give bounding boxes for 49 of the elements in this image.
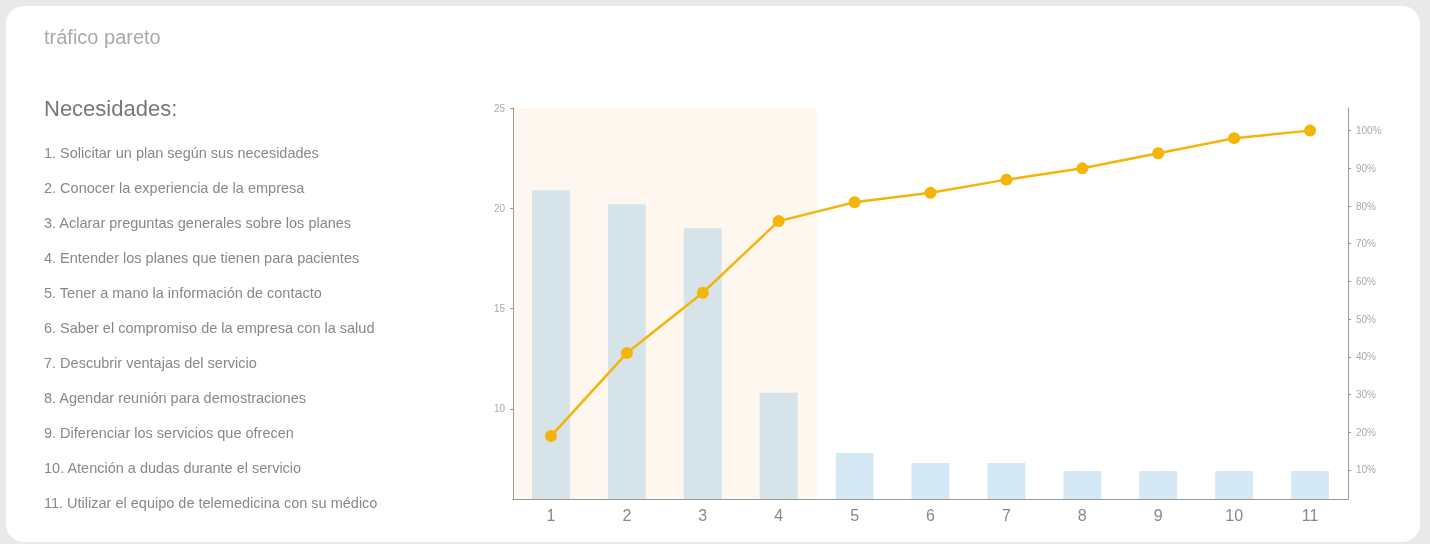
- y-tick-label: 10: [493, 403, 506, 415]
- text: 1. Solicitar un plan según sus necesidades: [44, 144, 320, 163]
- x-tick-label: 1: [546, 506, 556, 524]
- text: 3. Aclarar preguntas generales sobre los planes: [44, 214, 353, 233]
- y-tick-label: 15: [493, 303, 506, 315]
- y2-tick-label: 10%: [1356, 464, 1377, 476]
- point: [1000, 173, 1013, 186]
- y-tick-label: 25: [493, 102, 506, 114]
- point: [1228, 132, 1241, 145]
- text: Necesidades:: [44, 96, 178, 122]
- x-tick-label: 10: [1225, 506, 1244, 524]
- point: [1076, 162, 1089, 175]
- point: [1304, 124, 1317, 137]
- x-tick-label: 8: [1077, 506, 1087, 524]
- x-tick-label: 5: [850, 506, 860, 524]
- text: 7. Descubrir ventajas del servicio: [44, 354, 258, 373]
- point: [696, 286, 709, 299]
- text: 8. Agendar reunión para demostraciones: [44, 389, 307, 408]
- y2-tick-label: 50%: [1356, 313, 1377, 325]
- point: [772, 215, 785, 228]
- text: 4. Entender los planes que tienen para pacientes: [44, 249, 361, 268]
- x-tick-label: 6: [926, 506, 936, 524]
- point: [544, 430, 557, 443]
- x-tick-label: 11: [1301, 506, 1319, 524]
- point: [924, 186, 937, 199]
- text: 6. Saber el compromiso de la empresa con la salud: [44, 319, 376, 338]
- y2-tick-label: 70%: [1356, 238, 1377, 250]
- x-tick-label: 2: [622, 506, 632, 524]
- x-tick-label: 3: [698, 506, 708, 524]
- y2-tick-label: 20%: [1356, 426, 1377, 438]
- x-tick-label: 9: [1153, 506, 1163, 524]
- text: 9. Diferenciar los servicios que ofrecen: [44, 424, 295, 443]
- text: tráfico pareto: [44, 26, 161, 49]
- text: 11. Utilizar el equipo de telemedicina con su médico: [44, 494, 378, 513]
- point: [848, 196, 861, 209]
- y2-tick-label: 30%: [1356, 389, 1377, 401]
- y2-tick-label: 100%: [1356, 125, 1382, 137]
- point: [620, 347, 633, 360]
- x-tick-label: 4: [774, 506, 784, 524]
- y2-tick-label: 60%: [1356, 275, 1377, 287]
- point: [1152, 147, 1165, 160]
- y-tick-label: 20: [493, 202, 506, 214]
- y2-tick-label: 80%: [1356, 200, 1377, 212]
- text: 10. Atención a dudas durante el servicio: [44, 459, 303, 478]
- text: 5. Tener a mano la información de contacto: [44, 284, 323, 303]
- y2-tick-label: 90%: [1356, 162, 1377, 174]
- y2-tick-label: 40%: [1356, 351, 1377, 363]
- text: 2. Conocer la experiencia de la empresa: [44, 179, 306, 198]
- x-tick-label: 7: [1001, 506, 1011, 524]
